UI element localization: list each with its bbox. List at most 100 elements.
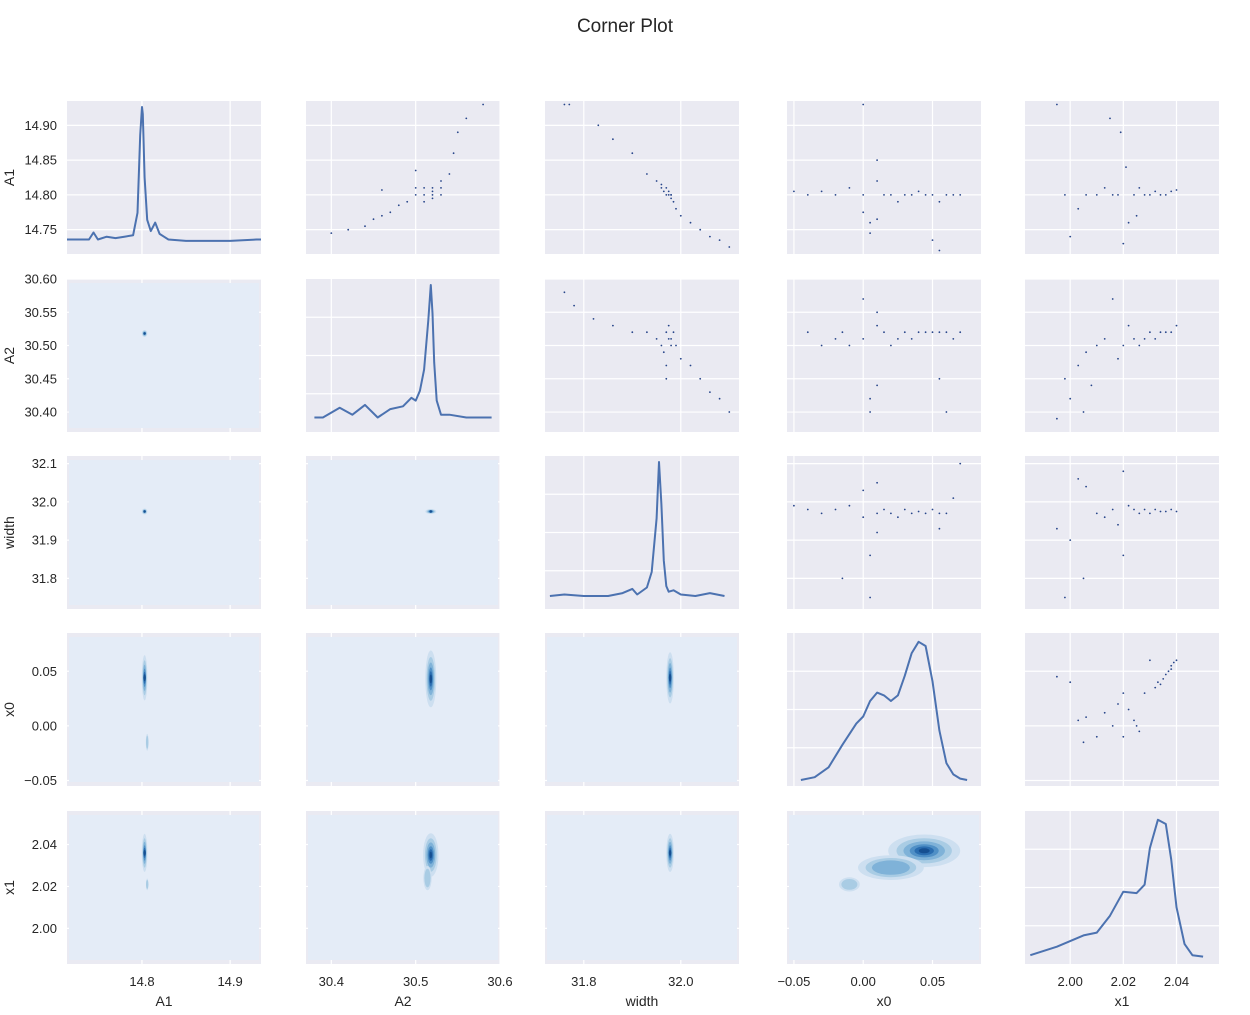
scatter-point [1103,711,1106,714]
scatter-point [665,187,668,189]
scatter-point [945,331,948,334]
scatter-point [465,117,468,120]
panel-background [306,101,500,254]
scatter-point [1154,686,1157,689]
scatter-point [1127,708,1130,711]
scatter-point [563,103,566,106]
panel-x0-A1 [67,633,261,786]
scatter-point [364,225,366,228]
kde2d-base [547,815,737,960]
scatter-point [667,338,670,340]
scatter-point [1143,338,1146,340]
kde2d-contour [146,879,149,889]
kde2d-group [69,283,259,428]
y-tick-label-x0: −0.05 [24,773,57,788]
y-tick-label-x1: 2.00 [32,921,57,936]
kde2d-base [547,637,737,782]
scatter-point [389,211,392,214]
scatter-point [1175,510,1178,513]
scatter-point [890,194,892,196]
scatter-point [1154,508,1157,511]
scatter-point [834,508,837,511]
scatter-point [952,497,955,499]
scatter-point [876,384,878,387]
scatter-point [1117,703,1119,705]
scatter-point [897,516,899,519]
scatter-point [1082,741,1085,744]
scatter-point [372,218,375,221]
scatter-point [1117,523,1119,526]
scatter-point [1133,508,1135,511]
x-tick-label-A1: 14.8 [129,974,154,989]
scatter-point [862,338,865,340]
scatter-point [1085,194,1087,196]
scatter-point [1122,735,1125,738]
scatter-point [1159,683,1162,686]
panel-width-x0 [787,456,981,609]
scatter-point [862,211,865,214]
scatter-point [1149,512,1151,515]
scatter-point [1164,673,1167,676]
scatter-point [883,508,885,511]
kde2d-contour [143,332,146,335]
scatter-point [1122,554,1125,557]
scatter-point [670,338,672,340]
chart-title: Corner Plot [576,16,674,37]
kde2d-base [308,815,498,960]
scatter-point [655,338,658,340]
scatter-point [431,187,434,189]
y-axis-label-x0: x0 [1,702,17,717]
scatter-point [938,512,941,515]
y-tick-label-width: 31.8 [32,571,57,586]
scatter-point [938,527,941,530]
scatter-point [1085,716,1087,718]
panel-width-A1 [67,456,261,609]
panel-background [545,279,739,432]
scatter-point [1133,719,1135,722]
scatter-point [952,338,955,340]
scatter-point [917,331,920,334]
scatter-point [1069,681,1072,684]
scatter-point [1082,411,1085,413]
x-axis-label-A1: A1 [155,993,172,1009]
kde2d-contour [143,674,146,682]
scatter-point [381,214,383,217]
scatter-point [414,169,417,172]
kde-curve-width [549,461,725,597]
y-tick-label-x1: 2.02 [32,879,57,894]
scatter-point [1090,384,1093,387]
scatter-point [699,377,702,380]
scatter-point [883,194,885,196]
x-axis-label-x0: x0 [877,993,892,1009]
scatter-point [646,331,648,334]
x-axis-label-A2: A2 [394,993,411,1009]
x-axis-label-width: width [625,993,659,1009]
scatter-point [1154,338,1157,340]
scatter-point [1064,596,1066,599]
scatter-point [1159,194,1162,196]
x-axis-label-x1: x1 [1115,993,1130,1009]
scatter-point [646,173,648,175]
scatter-point [903,508,906,511]
scatter-point [1085,485,1087,488]
scatter-point [655,180,658,182]
kde2d-base [69,637,259,782]
scatter-point [1143,508,1146,511]
panel-x0-x0 [787,633,981,786]
scatter-point [1056,675,1058,678]
scatter-point [1175,324,1178,327]
scatter-point [423,187,425,189]
scatter-point [1133,194,1135,196]
scatter-point [945,194,948,196]
scatter-point [1056,527,1058,530]
y-tick-label-A2: 30.40 [24,405,57,420]
scatter-point [1149,659,1151,662]
scatter-point [1069,235,1072,238]
kde2d-group [308,815,498,960]
y-axis-label-width: width [1,516,17,550]
scatter-point [862,194,865,196]
scatter-point [667,324,670,327]
scatter-point [1103,187,1106,189]
panel-A2-width [545,278,739,432]
scatter-point [1095,194,1098,196]
